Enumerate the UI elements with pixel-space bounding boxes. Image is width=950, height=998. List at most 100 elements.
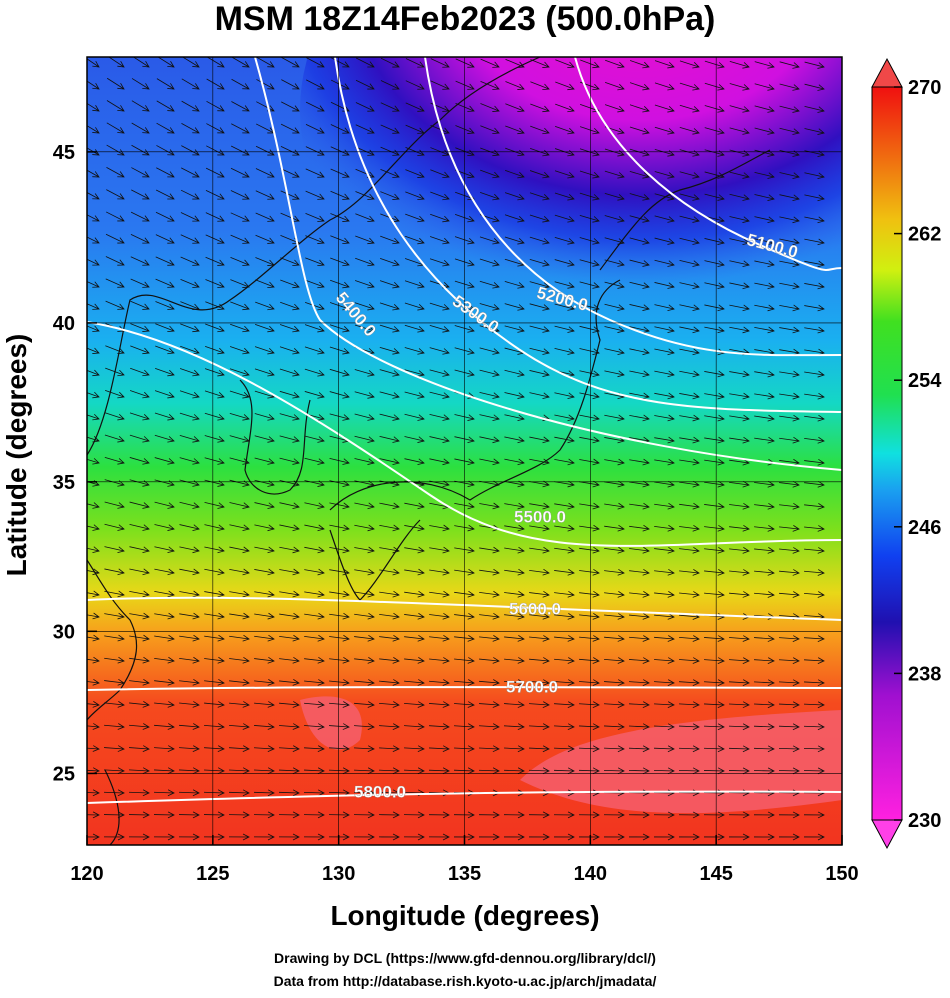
arrow-shape [604, 326, 625, 333]
arrow-shape [304, 590, 325, 598]
wind-arrow [156, 122, 175, 134]
wind-arrow [653, 745, 675, 753]
wind-arrow [404, 413, 425, 421]
wind-arrow [305, 212, 325, 222]
wind-arrow [704, 105, 725, 113]
arrow-shape [104, 767, 125, 775]
arrow-shape [804, 172, 825, 180]
wind-arrow [679, 348, 700, 356]
arrow-shape [754, 61, 775, 69]
wind-arrow [754, 282, 775, 290]
arrow-shape [279, 324, 300, 333]
wind-arrow [579, 723, 600, 731]
arrow-shape [654, 480, 675, 488]
wind-arrow [354, 413, 375, 421]
wind-arrow [229, 590, 250, 598]
arrow-shape [404, 302, 425, 311]
arrow-shape [429, 369, 450, 377]
arrow-shape [604, 701, 625, 708]
contour-line [254, 57, 842, 471]
wind-arrow [354, 634, 375, 642]
arrow-shape [504, 281, 525, 289]
arrow-shape [580, 59, 600, 69]
arrow-shape [553, 833, 575, 841]
arrow-shape [104, 568, 125, 576]
arrow-shape [729, 547, 750, 554]
arrow-shape [779, 679, 800, 687]
wind-arrow [255, 279, 275, 289]
wind-arrow [154, 634, 175, 642]
arrow-shape [578, 767, 600, 775]
arrow-shape [679, 723, 700, 731]
wind-arrow [379, 590, 400, 598]
wind-arrow [255, 212, 275, 222]
arrow-shape [479, 192, 500, 201]
wind-arrow [604, 170, 625, 179]
arrow-shape [679, 546, 700, 554]
wind-arrow [87, 701, 100, 708]
wind-arrow [304, 701, 325, 708]
arrow-shape [87, 634, 100, 642]
wind-arrow [154, 568, 175, 576]
map-area: 5100.05200.05300.05400.05500.05600.05700… [87, 57, 842, 845]
arrow-shape [429, 302, 450, 311]
arrow-shape [479, 303, 500, 311]
wind-arrow [504, 723, 525, 731]
wind-arrow [87, 789, 100, 797]
arrow-shape [329, 546, 350, 554]
wind-arrow [230, 234, 250, 244]
grid [87, 57, 842, 845]
wind-arrow [106, 77, 125, 90]
arrow-shape [529, 392, 550, 400]
arrow-shape [129, 745, 150, 752]
wind-arrow [429, 302, 450, 311]
arrow-shape [629, 723, 650, 731]
arrow-shape [654, 304, 675, 311]
arrow-shape [179, 390, 200, 399]
contour-line [87, 790, 842, 804]
arrow-shape [104, 412, 125, 421]
wind-arrow [154, 701, 175, 708]
arrow-shape [554, 701, 575, 708]
y-axis-label: Latitude (degrees) [1, 334, 32, 577]
footer-line: Data from http://database.rish.kyoto-u.a… [274, 973, 657, 989]
arrow-shape [104, 612, 125, 620]
arrow-shape [129, 678, 150, 686]
wind-arrow [729, 282, 750, 290]
arrow-shape [704, 547, 725, 554]
wind-arrow [479, 546, 500, 554]
wind-arrow [554, 723, 575, 731]
wind-arrow [804, 635, 825, 642]
arrow-shape [729, 569, 750, 576]
arrow-shape [304, 391, 325, 399]
arrow-shape [204, 435, 225, 443]
arrow-shape [255, 212, 275, 222]
wind-arrow [629, 193, 650, 201]
wind-arrow [503, 811, 525, 819]
wind-arrow [654, 60, 675, 69]
wind-arrow [105, 256, 125, 266]
wind-arrow [131, 144, 150, 156]
wind-arrow [479, 657, 500, 664]
arrow-shape [554, 414, 575, 422]
arrow-shape [704, 701, 725, 709]
arrow-shape [478, 767, 500, 775]
arrow-shape [87, 278, 100, 288]
arrow-shape [380, 57, 400, 68]
arrow-shape [604, 635, 625, 642]
arrow-shape [754, 569, 775, 576]
arrow-shape [354, 723, 375, 730]
wind-arrow [604, 370, 625, 378]
arrow-shape [254, 723, 275, 730]
arrow-shape [380, 124, 400, 134]
arrow-shape [704, 304, 725, 312]
wind-arrow [130, 300, 150, 310]
wind-arrow [629, 259, 650, 267]
wind-arrow [304, 656, 325, 664]
wind-arrow [579, 524, 600, 532]
arrow-shape [156, 100, 175, 112]
arrow-shape [131, 144, 150, 156]
wind-arrow [229, 546, 250, 554]
wind-arrow [255, 168, 275, 178]
